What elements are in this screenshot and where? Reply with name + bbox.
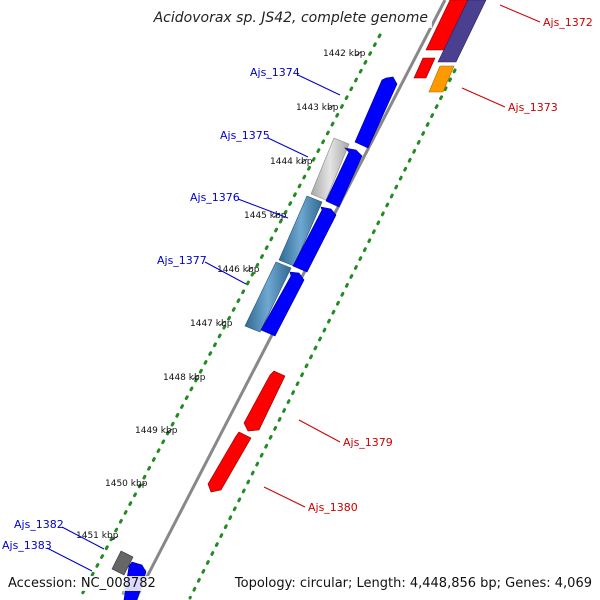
gene-label-ajs-1372[interactable]: Ajs_1372: [543, 16, 593, 29]
leader-lines: [46, 4, 541, 572]
gene-label-ajs-1376[interactable]: Ajs_1376: [190, 191, 240, 204]
tick-label: 1445 kbp: [244, 211, 287, 221]
map-title: Acidovorax sp. JS42, complete genome: [153, 10, 428, 26]
gene-feature-ajs-1374[interactable]: [354, 76, 398, 149]
tick-label: 1448 kbp: [163, 373, 206, 383]
tick-label: 1443 kbp: [296, 103, 339, 113]
gene-feature-ajs-1376[interactable]: [292, 206, 337, 273]
gene-label-ajs-1383[interactable]: Ajs_1383: [2, 539, 52, 552]
gene-feature-ajs-1379[interactable]: [243, 370, 286, 432]
gene-feature-ajs-1375-outer[interactable]: [310, 137, 350, 201]
gene-feature-ajs-1382[interactable]: [111, 550, 134, 576]
guide-line-left: [78, 33, 382, 600]
title-backdrop: [162, 6, 432, 28]
topology-summary-text: Topology: circular; Length: 4,448,856 bp…: [234, 576, 592, 591]
tick-label: 1449 kbp: [135, 426, 178, 436]
gene-label-ajs-1377[interactable]: Ajs_1377: [157, 254, 207, 267]
gene-feature-ajs-1375[interactable]: [325, 147, 363, 208]
gene-feature-ajs-1377-outer[interactable]: [244, 261, 292, 333]
accession-text: Accession: NC_008782: [8, 576, 156, 591]
gene-feature-ajs-1380[interactable]: [207, 431, 252, 493]
tick-label: 1444 kbp: [270, 157, 313, 167]
tick-marks: [111, 51, 362, 541]
tick-label: 1451 kbp: [76, 531, 119, 541]
tick-label: 1450 kbp: [105, 479, 148, 489]
gene-feature-ajs-1372-related[interactable]: [437, 0, 487, 63]
gene-label-ajs-1374[interactable]: Ajs_1374: [250, 66, 300, 79]
guide-line-right: [188, 68, 457, 600]
gene-label-ajs-1382[interactable]: Ajs_1382: [14, 518, 64, 531]
gene-feature-ajs-1373[interactable]: [428, 65, 455, 93]
tick-label: 1446 kbp: [217, 265, 260, 275]
gene-label-ajs-1373[interactable]: Ajs_1373: [508, 101, 558, 114]
gene-label-ajs-1379[interactable]: Ajs_1379: [343, 436, 393, 449]
tick-label: 1447 kbp: [190, 319, 233, 329]
tick-label: 1442 kbp: [323, 49, 366, 59]
gene-label-ajs-1380[interactable]: Ajs_1380: [308, 501, 358, 514]
gene-label-ajs-1375[interactable]: Ajs_1375: [220, 129, 270, 142]
gene-feature-ajs-1377[interactable]: [260, 271, 305, 337]
